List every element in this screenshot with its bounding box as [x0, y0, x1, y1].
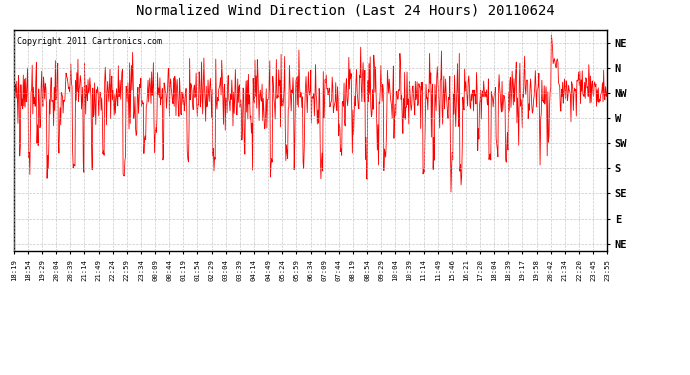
Text: Normalized Wind Direction (Last 24 Hours) 20110624: Normalized Wind Direction (Last 24 Hours…	[136, 4, 554, 18]
Text: Copyright 2011 Cartronics.com: Copyright 2011 Cartronics.com	[17, 37, 161, 46]
